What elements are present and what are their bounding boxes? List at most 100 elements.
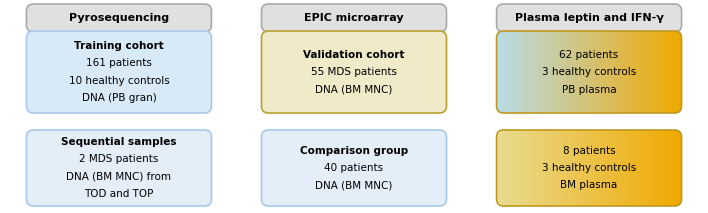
Bar bbox=[648, 130, 649, 206]
Bar bbox=[533, 31, 534, 113]
Bar bbox=[535, 31, 536, 113]
Bar bbox=[506, 130, 507, 206]
Bar bbox=[501, 130, 502, 206]
Bar bbox=[553, 31, 554, 113]
Bar bbox=[544, 130, 545, 206]
Bar bbox=[527, 130, 528, 206]
Bar bbox=[546, 31, 547, 113]
Bar bbox=[540, 31, 541, 113]
Bar bbox=[595, 31, 596, 113]
Text: 55 MDS patients: 55 MDS patients bbox=[311, 67, 397, 77]
Bar bbox=[664, 130, 665, 206]
Bar bbox=[630, 31, 632, 113]
Bar bbox=[666, 130, 667, 206]
Text: PB plasma: PB plasma bbox=[561, 85, 617, 95]
Bar bbox=[615, 31, 617, 113]
Bar bbox=[533, 130, 534, 206]
Bar bbox=[575, 130, 576, 206]
Bar bbox=[606, 130, 607, 206]
Bar bbox=[577, 31, 578, 113]
Bar bbox=[610, 31, 612, 113]
Bar bbox=[614, 130, 615, 206]
Bar bbox=[616, 130, 617, 206]
Bar bbox=[647, 31, 648, 113]
Bar bbox=[648, 31, 649, 113]
Bar bbox=[605, 130, 606, 206]
Bar bbox=[558, 130, 559, 206]
Bar bbox=[602, 31, 603, 113]
Bar bbox=[647, 130, 648, 206]
Bar bbox=[664, 31, 665, 113]
Bar bbox=[627, 130, 628, 206]
Bar bbox=[649, 31, 650, 113]
Text: Plasma leptin and IFN-γ: Plasma leptin and IFN-γ bbox=[515, 13, 663, 23]
Bar bbox=[569, 31, 570, 113]
Bar bbox=[643, 31, 644, 113]
Bar bbox=[518, 130, 519, 206]
Bar bbox=[518, 31, 519, 113]
Bar bbox=[522, 31, 523, 113]
Bar bbox=[525, 130, 526, 206]
Bar bbox=[587, 31, 588, 113]
Bar bbox=[642, 31, 643, 113]
Bar bbox=[525, 31, 526, 113]
Bar bbox=[595, 130, 596, 206]
Bar bbox=[666, 31, 667, 113]
Bar bbox=[603, 31, 604, 113]
Bar bbox=[576, 130, 577, 206]
Bar bbox=[553, 130, 554, 206]
Bar bbox=[671, 31, 672, 113]
Bar bbox=[548, 31, 549, 113]
Bar bbox=[625, 130, 626, 206]
Bar bbox=[606, 31, 607, 113]
Bar bbox=[637, 31, 638, 113]
Bar bbox=[531, 130, 532, 206]
Bar bbox=[536, 130, 537, 206]
Bar bbox=[524, 31, 525, 113]
Bar bbox=[631, 130, 632, 206]
Bar bbox=[502, 31, 503, 113]
Bar bbox=[655, 31, 656, 113]
Bar bbox=[675, 31, 676, 113]
Bar bbox=[554, 130, 555, 206]
Bar bbox=[622, 31, 623, 113]
Bar bbox=[657, 31, 658, 113]
Bar bbox=[550, 130, 551, 206]
Bar bbox=[632, 130, 633, 206]
Bar bbox=[582, 130, 583, 206]
Bar bbox=[543, 130, 544, 206]
Bar bbox=[669, 130, 670, 206]
Text: 2 MDS patients: 2 MDS patients bbox=[79, 154, 159, 164]
Bar bbox=[500, 130, 501, 206]
Bar bbox=[645, 31, 646, 113]
Bar bbox=[568, 31, 569, 113]
Bar bbox=[657, 130, 658, 206]
Bar bbox=[637, 130, 638, 206]
Bar bbox=[573, 31, 574, 113]
Text: Training cohort: Training cohort bbox=[74, 41, 164, 51]
Bar bbox=[634, 31, 636, 113]
Bar bbox=[620, 31, 621, 113]
Bar bbox=[613, 130, 614, 206]
Bar bbox=[611, 31, 612, 113]
Bar bbox=[618, 130, 619, 206]
Bar bbox=[644, 31, 646, 113]
Bar bbox=[625, 31, 627, 113]
Bar bbox=[565, 130, 566, 206]
Bar bbox=[530, 31, 531, 113]
FancyBboxPatch shape bbox=[26, 4, 212, 32]
Bar bbox=[620, 130, 621, 206]
Bar bbox=[513, 130, 514, 206]
Bar bbox=[499, 130, 500, 206]
Bar bbox=[623, 31, 624, 113]
Bar bbox=[534, 130, 535, 206]
Bar bbox=[568, 130, 569, 206]
Text: 62 patients: 62 patients bbox=[559, 49, 619, 59]
Bar bbox=[639, 130, 640, 206]
Bar bbox=[593, 31, 594, 113]
Bar bbox=[510, 130, 511, 206]
Bar bbox=[630, 130, 632, 206]
Bar bbox=[536, 31, 537, 113]
Bar bbox=[496, 130, 498, 206]
Bar bbox=[503, 31, 504, 113]
